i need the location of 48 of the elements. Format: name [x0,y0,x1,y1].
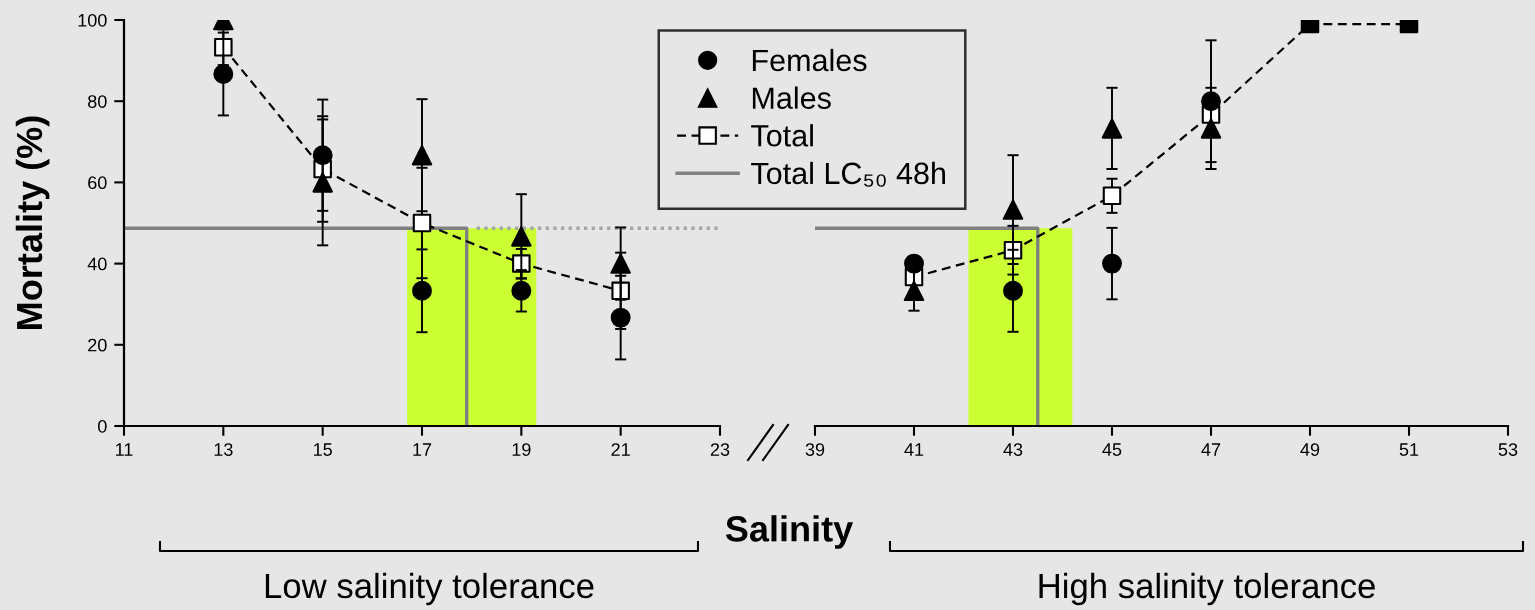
y-axis-title: Mortality (%) [15,116,50,329]
x-tick-label: 49 [1300,443,1320,456]
point [312,145,333,166]
x-tick-label: 53 [1498,443,1518,456]
x-tick-label: 15 [314,443,332,456]
x-tick-label: 13 [214,443,233,456]
text: Low salinity tolerance [265,572,594,606]
legend-label: Males [752,86,831,109]
x-tick-label: 11 [116,443,133,456]
y-tick-label: 20 [88,338,107,352]
x-tick-label: 41 [904,443,924,456]
legend-label: Total LC₅₀ 48h [751,161,945,187]
point [511,226,532,247]
point [312,172,333,193]
point [412,213,432,233]
point [1003,280,1023,301]
point [903,280,925,302]
y-tick-label: 80 [88,95,107,108]
point [411,144,433,166]
point [511,280,532,301]
point [610,307,631,328]
x-tick-label: 23 [710,443,730,456]
x-tick-label: 39 [805,443,825,456]
point [1002,199,1024,220]
point [1102,253,1122,274]
legend-label: Total [751,124,813,147]
text: High salinity tolerance [1039,572,1375,606]
x-tick-label: 21 [611,443,630,456]
point [412,280,432,301]
y-tick-label: 100 [78,13,107,27]
point [1200,118,1222,139]
point [610,253,631,274]
x-tick-label: 45 [1102,443,1122,456]
x-tick-label: 19 [512,443,531,456]
x-tick-label: 43 [1003,443,1023,456]
x-tick-label: 17 [413,443,432,456]
x-tick-label: 51 [1399,443,1419,456]
legend-label: Females [752,48,867,72]
y-tick-label: 60 [88,176,107,190]
point [1102,186,1122,206]
x-axis-title: Salinity [725,515,854,549]
x-tick-label: 47 [1201,443,1221,456]
point [213,64,234,84]
y-tick-label: 0 [98,419,107,433]
point [1201,91,1221,112]
y-tick-label: 40 [87,257,107,271]
point [1101,118,1123,139]
point [904,253,924,274]
